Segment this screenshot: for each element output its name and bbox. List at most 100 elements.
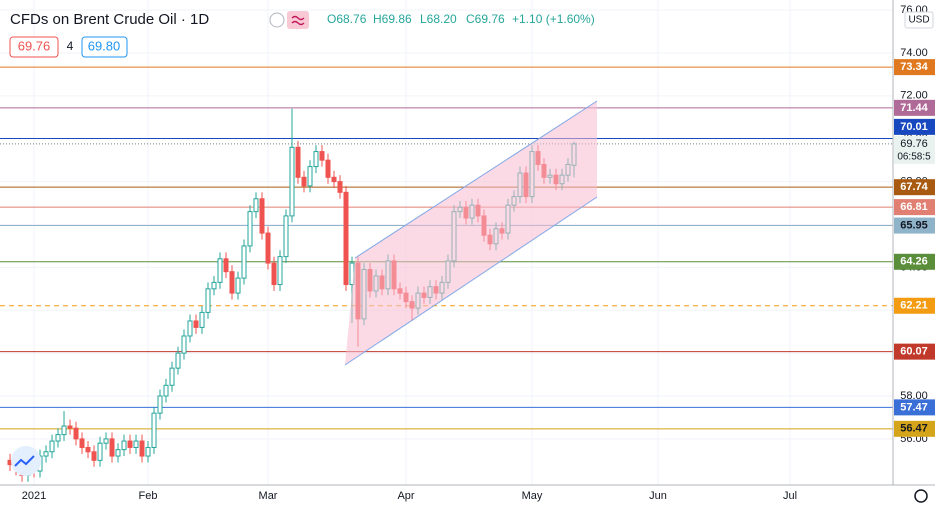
candle-body bbox=[193, 320, 199, 328]
candle-body bbox=[217, 258, 223, 283]
x-tick-label: Jun bbox=[649, 490, 667, 502]
levels bbox=[0, 66, 893, 430]
candle-body bbox=[199, 311, 205, 328]
x-tick-label: 2021 bbox=[22, 490, 46, 502]
logo[interactable] bbox=[11, 446, 41, 476]
level-label: 56.47 bbox=[900, 423, 928, 435]
ask-box[interactable] bbox=[81, 36, 128, 58]
x-tick-label: Mar bbox=[259, 490, 278, 502]
candle-body bbox=[43, 451, 49, 457]
candle-body bbox=[241, 245, 247, 279]
candle-body bbox=[181, 335, 187, 354]
bid-box[interactable] bbox=[9, 36, 59, 58]
close-value: C69.76 bbox=[466, 12, 505, 26]
candle-body bbox=[79, 438, 85, 448]
candle-body bbox=[223, 258, 229, 273]
settings-icon[interactable] bbox=[914, 489, 928, 503]
candle-body bbox=[283, 215, 289, 258]
level-badge bbox=[894, 297, 935, 314]
candle-body bbox=[337, 181, 343, 193]
candle-body bbox=[331, 176, 337, 183]
eye-icon[interactable] bbox=[269, 12, 285, 28]
candle-body bbox=[133, 440, 139, 448]
channel-fill bbox=[345, 101, 597, 365]
channel-lower bbox=[344, 196, 598, 366]
candle-body bbox=[121, 440, 127, 451]
candle-body bbox=[301, 176, 307, 187]
candle-body bbox=[271, 262, 277, 286]
level-label: 64.26 bbox=[900, 256, 928, 268]
candle-body bbox=[211, 281, 217, 290]
level-badge bbox=[894, 179, 935, 196]
x-tick-label: Feb bbox=[139, 490, 158, 502]
candle-body bbox=[61, 425, 67, 436]
candle-body bbox=[85, 446, 91, 453]
currency-box[interactable] bbox=[904, 11, 934, 29]
indicator-glyph bbox=[291, 15, 305, 26]
level-badge bbox=[894, 399, 935, 416]
candle-body bbox=[67, 425, 73, 429]
badges: 73.34 71.44 70.01 67.74 66.81 65.95 64.26 62.21… bbox=[894, 59, 935, 437]
candle-body bbox=[259, 198, 265, 234]
ask-price: 69.80 bbox=[88, 38, 121, 53]
level-label: 70.01 bbox=[900, 121, 928, 133]
candle-body bbox=[319, 151, 325, 161]
chart-title: CFDs on Brent Crude Oil · 1D bbox=[10, 11, 209, 28]
candle-body bbox=[163, 384, 169, 397]
candle-body bbox=[277, 256, 283, 286]
level-badge bbox=[894, 59, 935, 76]
candle-body bbox=[229, 271, 235, 294]
open-value: O68.76 bbox=[327, 12, 367, 26]
y-tick-label: 72.00 bbox=[900, 90, 928, 102]
level-label: 67.74 bbox=[900, 181, 928, 193]
y-tick-label: 58.00 bbox=[900, 390, 928, 402]
level-label: 71.44 bbox=[900, 102, 928, 114]
candle-body bbox=[49, 440, 55, 453]
candle-body bbox=[265, 232, 271, 264]
logo-glyph bbox=[14, 455, 35, 467]
channel-upper bbox=[354, 100, 598, 259]
level-label: 60.07 bbox=[900, 346, 928, 358]
candle-body bbox=[115, 449, 121, 457]
level-badge bbox=[894, 118, 935, 135]
candle-body bbox=[169, 367, 175, 386]
candle-body bbox=[97, 442, 103, 461]
countdown: 06:58:5 bbox=[897, 152, 931, 163]
candle-body bbox=[151, 412, 157, 448]
high-value: H69.86 bbox=[373, 12, 412, 26]
level-badge bbox=[894, 343, 935, 360]
candle-body bbox=[325, 159, 331, 178]
candle-body bbox=[313, 151, 319, 168]
level-badge bbox=[894, 253, 935, 270]
x-tick-label: May bbox=[522, 490, 543, 502]
candle-body bbox=[109, 438, 115, 457]
candle-body bbox=[187, 320, 193, 337]
candle-body bbox=[343, 191, 349, 286]
level-label: 57.47 bbox=[900, 401, 928, 413]
candle-body bbox=[235, 277, 241, 294]
candle-body bbox=[295, 146, 301, 178]
currency: USD bbox=[908, 15, 929, 26]
candle-body bbox=[127, 440, 133, 448]
indicator-icon[interactable] bbox=[287, 11, 309, 29]
low-value: L68.20 bbox=[420, 12, 457, 26]
candle-body bbox=[175, 352, 181, 369]
candle-body bbox=[307, 166, 313, 187]
level-badge bbox=[894, 420, 935, 437]
candle-body bbox=[205, 288, 211, 313]
spread: 4 bbox=[67, 39, 74, 53]
level-label: 62.21 bbox=[900, 300, 928, 312]
time-axis-bg bbox=[0, 485, 935, 508]
level-label: 73.34 bbox=[900, 61, 928, 73]
bid-price: 69.76 bbox=[18, 38, 51, 53]
y-tick-label: 74.00 bbox=[900, 47, 928, 59]
level-badge bbox=[894, 99, 935, 116]
x-tick-label: Apr bbox=[397, 490, 414, 502]
x-tick-label: Jul bbox=[783, 490, 797, 502]
candle-body bbox=[157, 395, 163, 414]
candle-body bbox=[247, 211, 253, 247]
candle-body bbox=[139, 440, 145, 457]
candle-body bbox=[55, 434, 61, 442]
candle-body bbox=[103, 438, 109, 444]
